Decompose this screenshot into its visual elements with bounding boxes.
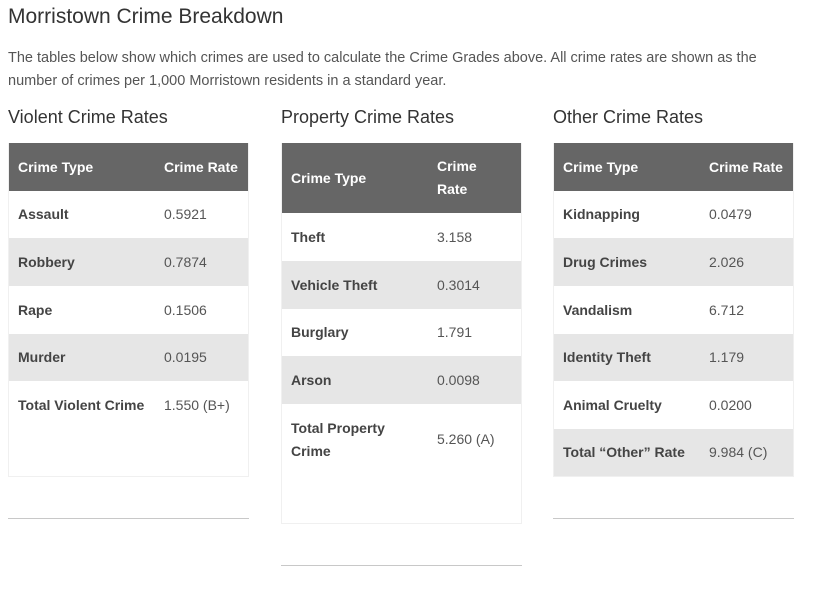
- crime-rate-cell: 1.791: [437, 324, 473, 340]
- property-crime-table: Crime Type Crime Rate Theft 3.158 Vehicl…: [281, 143, 522, 524]
- table-row: Burglary 1.791: [282, 309, 521, 356]
- crime-rate-cell: 1.550 (B+): [164, 396, 230, 413]
- table-row: Assault 0.5921: [9, 191, 248, 238]
- violent-crime-title: Violent Crime Rates: [8, 107, 168, 127]
- crime-rate-cell: 2.026: [709, 253, 745, 270]
- crime-type-cell: Assault: [18, 206, 69, 222]
- table-row-total: Total Violent Crime 1.550 (B+): [9, 381, 248, 429]
- table-row: Identity Theft 1.179: [554, 334, 793, 381]
- table-row: Arson 0.0098: [282, 356, 521, 404]
- table-header: Crime Type Crime Rate: [554, 143, 793, 191]
- crime-type-cell: Total Property Crime: [291, 419, 385, 459]
- crime-rate-cell: 0.1506: [164, 301, 207, 318]
- crime-rate-cell: 9.984 (C): [709, 444, 768, 460]
- crime-type-cell: Vandalism: [563, 301, 633, 318]
- crime-rate-cell: 6.712: [709, 301, 745, 318]
- other-crime-section: Other Crime Rates Crime Type Crime Rate …: [553, 104, 794, 519]
- property-crime-title: Property Crime Rates: [281, 107, 455, 127]
- header-crime-type: Crime Type: [291, 169, 367, 186]
- table-row: Kidnapping 0.0479: [554, 191, 793, 238]
- crime-rate-cell: 0.0195: [164, 349, 207, 365]
- table-row: Murder 0.0195: [9, 334, 248, 381]
- other-crime-title: Other Crime Rates: [553, 107, 704, 127]
- section-divider: [553, 518, 794, 519]
- crime-type-cell: Total “Other” Rate: [563, 444, 685, 460]
- crime-rate-cell: 5.260 (A): [437, 431, 495, 447]
- crime-rate-cell: 0.5921: [164, 206, 207, 222]
- page-title: Morristown Crime Breakdown: [8, 5, 284, 28]
- crime-type-cell: Theft: [291, 228, 326, 245]
- section-divider: [281, 565, 522, 566]
- crime-type-cell: Murder: [18, 349, 66, 365]
- table-row: Rape 0.1506: [9, 286, 248, 334]
- table-row: Vehicle Theft 0.3014: [282, 261, 521, 309]
- crime-type-cell: Vehicle Theft: [291, 276, 378, 293]
- header-crime-type: Crime Type: [18, 158, 94, 175]
- crime-type-cell: Drug Crimes: [563, 253, 648, 270]
- other-crime-table: Crime Type Crime Rate Kidnapping 0.0479 …: [553, 143, 794, 477]
- crime-rate-cell: 3.158: [437, 228, 473, 245]
- table-row-total: Total Property Crime 5.260 (A): [282, 404, 521, 475]
- crime-type-cell: Burglary: [291, 324, 349, 340]
- crime-rate-cell: 0.3014: [437, 276, 480, 293]
- table-row: Robbery 0.7874: [9, 238, 248, 286]
- crime-rate-cell: 1.179: [709, 349, 745, 365]
- table-row: Drug Crimes 2.026: [554, 238, 793, 286]
- table-row: Vandalism 6.712: [554, 286, 793, 334]
- table-row: Theft 3.158: [282, 213, 521, 261]
- crime-type-cell: Rape: [18, 301, 53, 318]
- header-crime-rate: Crime Rate: [437, 158, 477, 197]
- crime-rate-cell: 0.7874: [164, 253, 207, 270]
- property-crime-section: Property Crime Rates Crime Type Crime Ra…: [281, 104, 522, 566]
- intro-paragraph: The tables below show which crimes are u…: [8, 50, 757, 89]
- table-header: Crime Type Crime Rate: [9, 143, 248, 191]
- crime-rate-cell: 0.0098: [437, 371, 480, 388]
- crime-rate-cell: 0.0200: [709, 396, 752, 413]
- header-crime-rate: Crime Rate: [709, 158, 783, 175]
- section-divider: [8, 518, 249, 519]
- crime-type-cell: Identity Theft: [563, 349, 651, 365]
- crime-type-cell: Kidnapping: [563, 206, 640, 222]
- violent-crime-section: Violent Crime Rates Crime Type Crime Rat…: [8, 104, 249, 519]
- table-row-total: Total “Other” Rate 9.984 (C): [554, 429, 793, 476]
- crime-type-cell: Arson: [291, 371, 332, 388]
- header-crime-rate: Crime Rate: [164, 158, 238, 175]
- crime-type-cell: Total Violent Crime: [18, 396, 145, 413]
- header-crime-type: Crime Type: [563, 158, 639, 175]
- crime-rate-cell: 0.0479: [709, 206, 752, 222]
- crime-type-cell: Robbery: [18, 253, 75, 270]
- table-row: Animal Cruelty 0.0200: [554, 381, 793, 429]
- violent-crime-table: Crime Type Crime Rate Assault 0.5921 Rob…: [8, 143, 249, 477]
- table-header: Crime Type Crime Rate: [282, 143, 521, 213]
- crime-type-cell: Animal Cruelty: [563, 396, 662, 413]
